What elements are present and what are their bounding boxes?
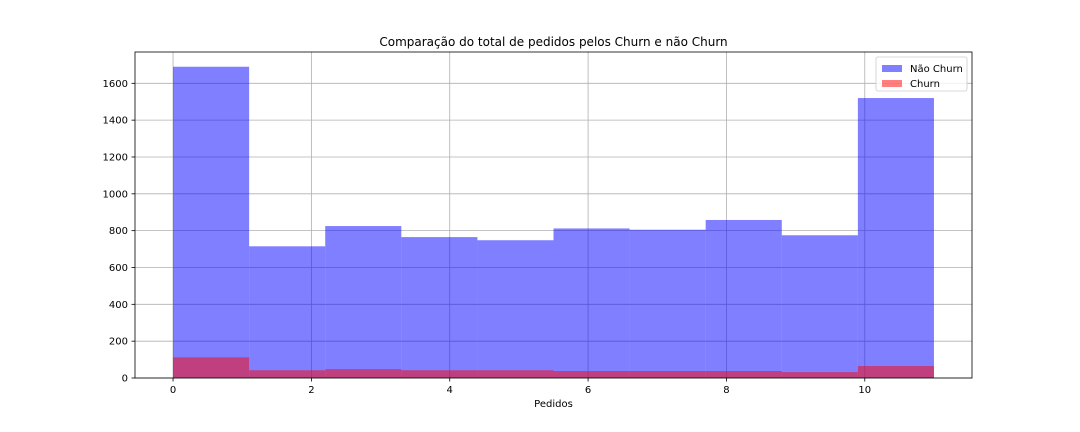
x-tick-label: 6 [585,385,591,396]
x-tick-label: 10 [858,385,871,396]
bar-churn [325,369,402,378]
x-tick-label: 8 [723,385,729,396]
legend: Não Churn Churn [875,56,968,92]
y-tick-label: 1200 [103,152,128,163]
y-tick-label: 1600 [103,79,128,90]
y-tick-label: 800 [109,226,128,237]
bar-churn [401,370,478,378]
legend-swatch [882,80,902,87]
bar-nao-churn [857,98,934,378]
y-tick-label: 0 [122,374,128,385]
y-tick-label: 1000 [103,189,128,200]
bar-nao-churn [173,66,250,378]
bar-churn [553,371,630,378]
bar-churn [705,371,782,378]
bar-nao-churn [553,228,630,378]
legend-label: Churn [910,79,940,90]
x-axis-label: Pedidos [534,399,573,410]
legend-label: Não Churn [910,64,963,75]
y-axis-ticks: 0 200 400 600 800 1000 1200 1400 1600 [103,79,135,385]
y-tick-label: 400 [109,300,128,311]
bar-nao-churn [249,246,326,378]
chart-title: Comparação do total de pedidos pelos Chu… [379,35,727,49]
bar-churn [857,366,934,378]
bar-churn [781,372,858,378]
bar-nao-churn [705,219,782,378]
x-tick-label: 2 [308,385,314,396]
y-tick-label: 1400 [103,116,128,127]
histogram-bars [173,66,934,378]
legend-swatch [882,65,902,72]
bar-nao-churn [781,235,858,378]
axes-frame [134,51,973,379]
bar-nao-churn [325,226,402,378]
bar-nao-churn [401,237,478,378]
x-axis-ticks: 0 2 4 6 8 10 [170,378,871,396]
bar-churn [477,370,554,378]
bar-nao-churn [629,229,706,378]
bar-churn [629,371,706,378]
y-tick-label: 600 [109,263,128,274]
x-tick-label: 0 [170,385,176,396]
x-tick-label: 4 [447,385,453,396]
y-tick-label: 200 [109,337,128,348]
bar-churn [249,370,326,378]
bar-nao-churn [477,240,554,378]
bar-churn [173,357,250,378]
